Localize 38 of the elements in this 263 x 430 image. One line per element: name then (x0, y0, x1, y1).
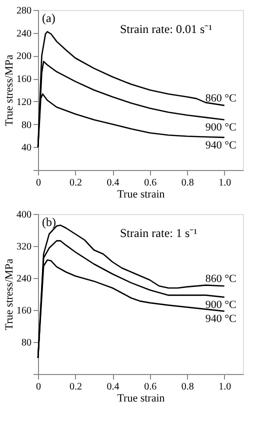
x-tick-label: 1.0 (218, 382, 232, 392)
x-axis-title: True strain (117, 392, 166, 404)
x-tick-label: 0.2 (70, 382, 82, 392)
y-tick-label: 400 (16, 210, 32, 220)
y-tick-label: 320 (16, 242, 32, 252)
y-tick-label: 160 (16, 74, 32, 86)
x-tick-label: 0.2 (70, 178, 82, 188)
x-tick-label: 0.8 (181, 382, 194, 392)
series-label: 860 °C (205, 92, 236, 104)
y-tick-label: 80 (22, 120, 32, 131)
x-tick-label: 0.6 (144, 178, 157, 188)
text: Strain rate: 0.01 s⁻¹ (120, 22, 213, 36)
series-label: 860 °C (205, 273, 236, 285)
text: Strain rate: 1 s⁻¹ (120, 226, 198, 240)
y-tick-label: 160 (16, 306, 32, 316)
y-tick-label: 200 (16, 51, 32, 62)
x-axis-title: True strain (117, 188, 166, 200)
y-tick-label: 280 (16, 6, 32, 16)
x-tick-label: 1.0 (218, 178, 232, 188)
series-label: 900 °C (205, 299, 236, 312)
y-axis-title: True stress/MPa (4, 258, 16, 330)
y-tick-label: 80 (22, 338, 32, 348)
x-tick-label: 0.4 (106, 382, 120, 392)
series-label: 940 °C (205, 139, 236, 152)
series-label: 900 °C (205, 122, 236, 134)
chart-title: (a) (42, 11, 56, 25)
x-tick-label: 0.4 (106, 178, 120, 188)
y-tick-label: 240 (16, 274, 32, 284)
x-tick-label: 0.8 (181, 178, 194, 188)
x-tick-label: 0 (36, 178, 41, 188)
x-tick-label: 0 (36, 382, 41, 392)
chart-title: (b) (42, 215, 56, 229)
y-axis-title: True stress/MPa (4, 54, 16, 126)
x-tick-label: 0.6 (144, 382, 157, 392)
y-tick-label: 40 (22, 142, 32, 154)
y-tick-label: 240 (16, 28, 32, 40)
series-label: 940 °C (205, 313, 236, 326)
y-tick-label: 120 (16, 96, 32, 108)
